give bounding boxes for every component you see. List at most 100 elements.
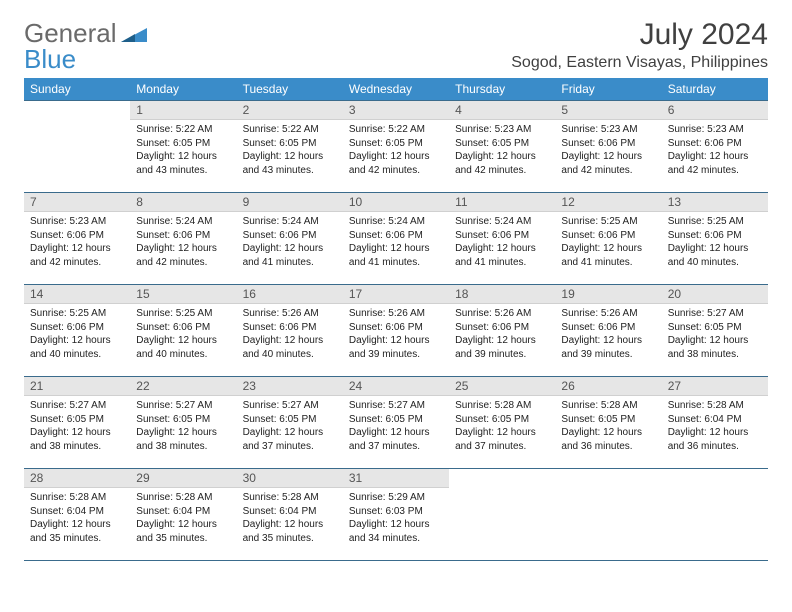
day-number: 20 bbox=[662, 285, 768, 304]
calendar-cell: 28Sunrise: 5:28 AMSunset: 6:04 PMDayligh… bbox=[24, 469, 130, 561]
day-details: Sunrise: 5:29 AMSunset: 6:03 PMDaylight:… bbox=[343, 488, 449, 549]
day-details: Sunrise: 5:23 AMSunset: 6:06 PMDaylight:… bbox=[662, 120, 768, 181]
calendar-cell: 6Sunrise: 5:23 AMSunset: 6:06 PMDaylight… bbox=[662, 101, 768, 193]
day-number: 22 bbox=[130, 377, 236, 396]
day-number: 14 bbox=[24, 285, 130, 304]
day-number: 4 bbox=[449, 101, 555, 120]
day-details: Sunrise: 5:26 AMSunset: 6:06 PMDaylight:… bbox=[343, 304, 449, 365]
day-details: Sunrise: 5:27 AMSunset: 6:05 PMDaylight:… bbox=[343, 396, 449, 457]
day-details: Sunrise: 5:25 AMSunset: 6:06 PMDaylight:… bbox=[24, 304, 130, 365]
calendar-cell: 31Sunrise: 5:29 AMSunset: 6:03 PMDayligh… bbox=[343, 469, 449, 561]
header: General July 2024 Sogod, Eastern Visayas… bbox=[24, 18, 768, 72]
day-details: Sunrise: 5:25 AMSunset: 6:06 PMDaylight:… bbox=[555, 212, 661, 273]
calendar-cell: 27Sunrise: 5:28 AMSunset: 6:04 PMDayligh… bbox=[662, 377, 768, 469]
day-number: 30 bbox=[237, 469, 343, 488]
calendar-cell: 7Sunrise: 5:23 AMSunset: 6:06 PMDaylight… bbox=[24, 193, 130, 285]
day-number: 10 bbox=[343, 193, 449, 212]
day-details: Sunrise: 5:22 AMSunset: 6:05 PMDaylight:… bbox=[237, 120, 343, 181]
day-header: Monday bbox=[130, 78, 236, 101]
day-header: Friday bbox=[555, 78, 661, 101]
day-number: 6 bbox=[662, 101, 768, 120]
calendar-cell: 12Sunrise: 5:25 AMSunset: 6:06 PMDayligh… bbox=[555, 193, 661, 285]
day-details: Sunrise: 5:28 AMSunset: 6:04 PMDaylight:… bbox=[662, 396, 768, 457]
calendar-week: 7Sunrise: 5:23 AMSunset: 6:06 PMDaylight… bbox=[24, 193, 768, 285]
day-details: Sunrise: 5:24 AMSunset: 6:06 PMDaylight:… bbox=[343, 212, 449, 273]
day-number: 18 bbox=[449, 285, 555, 304]
calendar-week: 1Sunrise: 5:22 AMSunset: 6:05 PMDaylight… bbox=[24, 101, 768, 193]
brand-flag-icon bbox=[121, 24, 147, 42]
calendar-cell: 29Sunrise: 5:28 AMSunset: 6:04 PMDayligh… bbox=[130, 469, 236, 561]
day-details: Sunrise: 5:23 AMSunset: 6:05 PMDaylight:… bbox=[449, 120, 555, 181]
day-details: Sunrise: 5:27 AMSunset: 6:05 PMDaylight:… bbox=[24, 396, 130, 457]
brand-word2: Blue bbox=[24, 44, 76, 75]
day-number: 11 bbox=[449, 193, 555, 212]
day-number: 8 bbox=[130, 193, 236, 212]
month-title: July 2024 bbox=[511, 18, 768, 52]
calendar-cell: 14Sunrise: 5:25 AMSunset: 6:06 PMDayligh… bbox=[24, 285, 130, 377]
day-details: Sunrise: 5:23 AMSunset: 6:06 PMDaylight:… bbox=[24, 212, 130, 273]
calendar-cell bbox=[555, 469, 661, 561]
day-details: Sunrise: 5:24 AMSunset: 6:06 PMDaylight:… bbox=[237, 212, 343, 273]
calendar-cell: 1Sunrise: 5:22 AMSunset: 6:05 PMDaylight… bbox=[130, 101, 236, 193]
calendar-cell: 25Sunrise: 5:28 AMSunset: 6:05 PMDayligh… bbox=[449, 377, 555, 469]
day-number: 7 bbox=[24, 193, 130, 212]
calendar-cell: 17Sunrise: 5:26 AMSunset: 6:06 PMDayligh… bbox=[343, 285, 449, 377]
calendar-cell: 3Sunrise: 5:22 AMSunset: 6:05 PMDaylight… bbox=[343, 101, 449, 193]
day-header: Sunday bbox=[24, 78, 130, 101]
calendar-cell: 5Sunrise: 5:23 AMSunset: 6:06 PMDaylight… bbox=[555, 101, 661, 193]
day-details: Sunrise: 5:26 AMSunset: 6:06 PMDaylight:… bbox=[449, 304, 555, 365]
day-details: Sunrise: 5:23 AMSunset: 6:06 PMDaylight:… bbox=[555, 120, 661, 181]
calendar-cell: 19Sunrise: 5:26 AMSunset: 6:06 PMDayligh… bbox=[555, 285, 661, 377]
day-number: 19 bbox=[555, 285, 661, 304]
day-number: 21 bbox=[24, 377, 130, 396]
calendar-cell bbox=[24, 101, 130, 193]
day-header: Saturday bbox=[662, 78, 768, 101]
calendar-cell: 10Sunrise: 5:24 AMSunset: 6:06 PMDayligh… bbox=[343, 193, 449, 285]
day-details: Sunrise: 5:26 AMSunset: 6:06 PMDaylight:… bbox=[237, 304, 343, 365]
day-number: 25 bbox=[449, 377, 555, 396]
day-number bbox=[449, 469, 555, 473]
calendar-cell: 18Sunrise: 5:26 AMSunset: 6:06 PMDayligh… bbox=[449, 285, 555, 377]
calendar-cell: 15Sunrise: 5:25 AMSunset: 6:06 PMDayligh… bbox=[130, 285, 236, 377]
calendar-cell: 13Sunrise: 5:25 AMSunset: 6:06 PMDayligh… bbox=[662, 193, 768, 285]
day-number: 9 bbox=[237, 193, 343, 212]
calendar-table: Sunday Monday Tuesday Wednesday Thursday… bbox=[24, 78, 768, 561]
day-number: 13 bbox=[662, 193, 768, 212]
location-label: Sogod, Eastern Visayas, Philippines bbox=[511, 54, 768, 72]
calendar-cell bbox=[662, 469, 768, 561]
calendar-week: 21Sunrise: 5:27 AMSunset: 6:05 PMDayligh… bbox=[24, 377, 768, 469]
day-details: Sunrise: 5:28 AMSunset: 6:04 PMDaylight:… bbox=[237, 488, 343, 549]
calendar-cell: 8Sunrise: 5:24 AMSunset: 6:06 PMDaylight… bbox=[130, 193, 236, 285]
calendar-cell: 30Sunrise: 5:28 AMSunset: 6:04 PMDayligh… bbox=[237, 469, 343, 561]
day-number: 1 bbox=[130, 101, 236, 120]
calendar-cell: 20Sunrise: 5:27 AMSunset: 6:05 PMDayligh… bbox=[662, 285, 768, 377]
day-number bbox=[24, 101, 130, 105]
calendar-cell: 26Sunrise: 5:28 AMSunset: 6:05 PMDayligh… bbox=[555, 377, 661, 469]
calendar-cell: 11Sunrise: 5:24 AMSunset: 6:06 PMDayligh… bbox=[449, 193, 555, 285]
day-number: 12 bbox=[555, 193, 661, 212]
day-details: Sunrise: 5:28 AMSunset: 6:05 PMDaylight:… bbox=[449, 396, 555, 457]
day-details: Sunrise: 5:28 AMSunset: 6:04 PMDaylight:… bbox=[130, 488, 236, 549]
day-details: Sunrise: 5:28 AMSunset: 6:05 PMDaylight:… bbox=[555, 396, 661, 457]
day-header: Tuesday bbox=[237, 78, 343, 101]
day-details: Sunrise: 5:25 AMSunset: 6:06 PMDaylight:… bbox=[130, 304, 236, 365]
calendar-cell: 16Sunrise: 5:26 AMSunset: 6:06 PMDayligh… bbox=[237, 285, 343, 377]
day-details: Sunrise: 5:27 AMSunset: 6:05 PMDaylight:… bbox=[662, 304, 768, 365]
day-header-row: Sunday Monday Tuesday Wednesday Thursday… bbox=[24, 78, 768, 101]
day-number bbox=[555, 469, 661, 473]
day-number: 27 bbox=[662, 377, 768, 396]
calendar-week: 14Sunrise: 5:25 AMSunset: 6:06 PMDayligh… bbox=[24, 285, 768, 377]
day-number: 29 bbox=[130, 469, 236, 488]
day-number: 3 bbox=[343, 101, 449, 120]
day-header: Wednesday bbox=[343, 78, 449, 101]
day-details: Sunrise: 5:27 AMSunset: 6:05 PMDaylight:… bbox=[130, 396, 236, 457]
day-number: 23 bbox=[237, 377, 343, 396]
day-number bbox=[662, 469, 768, 473]
calendar-week: 28Sunrise: 5:28 AMSunset: 6:04 PMDayligh… bbox=[24, 469, 768, 561]
day-details: Sunrise: 5:24 AMSunset: 6:06 PMDaylight:… bbox=[130, 212, 236, 273]
calendar-body: 1Sunrise: 5:22 AMSunset: 6:05 PMDaylight… bbox=[24, 101, 768, 561]
day-number: 5 bbox=[555, 101, 661, 120]
day-details: Sunrise: 5:25 AMSunset: 6:06 PMDaylight:… bbox=[662, 212, 768, 273]
day-number: 31 bbox=[343, 469, 449, 488]
title-block: July 2024 Sogod, Eastern Visayas, Philip… bbox=[511, 18, 768, 72]
